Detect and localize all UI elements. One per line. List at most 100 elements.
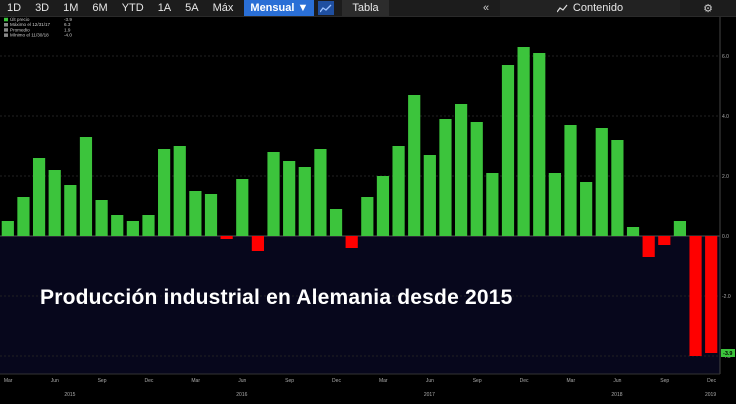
bar bbox=[95, 200, 108, 236]
x-tick-label: Mar bbox=[379, 378, 388, 384]
bar bbox=[517, 47, 530, 236]
bar bbox=[220, 236, 233, 239]
legend-value: -3.9 bbox=[64, 17, 72, 22]
bar bbox=[17, 197, 30, 236]
bar bbox=[548, 173, 561, 236]
bar bbox=[533, 53, 546, 236]
legend-swatch bbox=[4, 33, 8, 37]
legend-label: Últ precio bbox=[10, 17, 30, 22]
bar bbox=[173, 146, 186, 236]
last-value-label: -3.9 bbox=[723, 351, 732, 357]
y-tick-label: 0.0 bbox=[722, 234, 729, 240]
toolbar: 1D 3D 1M 6M YTD 1A 5A Máx Mensual ▼ Tabl… bbox=[0, 0, 736, 17]
x-year-label: 2018 bbox=[611, 392, 622, 398]
bar bbox=[361, 197, 374, 236]
legend-value: -4.0 bbox=[64, 33, 72, 38]
bar bbox=[298, 167, 311, 236]
x-tick-label: Dec bbox=[332, 378, 341, 384]
bar bbox=[689, 236, 702, 356]
x-tick-label: Dec bbox=[520, 378, 529, 384]
y-tick-label: 4.0 bbox=[722, 114, 729, 120]
bar bbox=[1, 221, 14, 236]
x-tick-label: Jun bbox=[238, 378, 246, 384]
legend: Últ precio -3.9 Máximo el 12/31/17 6.3 Prome… bbox=[4, 17, 72, 38]
bar bbox=[64, 185, 77, 236]
legend-value: 1.9 bbox=[64, 27, 71, 32]
table-button[interactable]: Tabla bbox=[342, 0, 389, 16]
bar bbox=[423, 155, 436, 236]
range-1m-button[interactable]: 1M bbox=[63, 2, 79, 14]
content-button[interactable]: Contenido bbox=[500, 0, 680, 16]
x-tick-label: Sep bbox=[285, 378, 294, 384]
x-tick-label: Dec bbox=[707, 378, 716, 384]
x-tick-label: Mar bbox=[567, 378, 576, 384]
bar bbox=[204, 194, 218, 236]
bar bbox=[283, 161, 296, 236]
bar bbox=[376, 176, 390, 236]
gear-icon[interactable]: ⚙ bbox=[703, 2, 713, 15]
bar bbox=[408, 95, 421, 236]
x-year-label: 2017 bbox=[424, 392, 435, 398]
bar bbox=[642, 236, 655, 257]
bar bbox=[455, 104, 468, 236]
range-max-button[interactable]: Máx bbox=[212, 2, 234, 14]
bar bbox=[126, 221, 139, 236]
y-tick-label: 6.0 bbox=[722, 54, 729, 60]
bars bbox=[1, 47, 718, 356]
y-tick-label: -2.0 bbox=[722, 294, 731, 300]
bar bbox=[189, 191, 202, 236]
bar bbox=[595, 128, 608, 236]
range-3d-button[interactable]: 3D bbox=[35, 2, 50, 14]
bar bbox=[345, 236, 358, 248]
period-dropdown[interactable]: Mensual ▼ bbox=[244, 0, 315, 16]
range-6m-button[interactable]: 6M bbox=[92, 2, 108, 14]
bar bbox=[501, 65, 515, 236]
x-year-label: 2019 bbox=[705, 392, 716, 398]
range-5a-button[interactable]: 5A bbox=[185, 2, 199, 14]
x-tick-label: Sep bbox=[473, 378, 482, 384]
bar bbox=[111, 215, 124, 236]
legend-value: 6.3 bbox=[64, 22, 71, 27]
legend-swatch bbox=[4, 28, 8, 32]
bar bbox=[142, 215, 155, 236]
bar bbox=[236, 179, 249, 236]
x-year-label: 2016 bbox=[236, 392, 247, 398]
bar bbox=[673, 221, 687, 236]
chart-area: 6.0 4.0 2.0 0.0 -2.0 -4.0 -3.9 Mar Jun Sep Dec Mar… bbox=[0, 17, 736, 404]
x-tick-label: Sep bbox=[98, 378, 107, 384]
bar bbox=[48, 170, 61, 236]
bar bbox=[329, 209, 343, 236]
y-tick-label: 2.0 bbox=[722, 174, 729, 180]
last-value-tag bbox=[721, 349, 735, 357]
bar bbox=[705, 236, 718, 353]
x-year-label: 2015 bbox=[64, 392, 75, 398]
bar bbox=[32, 158, 46, 236]
bar bbox=[486, 173, 499, 236]
y-axis: 6.04.02.00.0-2.0-4.0-3.9 bbox=[721, 54, 735, 360]
bar bbox=[158, 149, 171, 236]
range-1a-button[interactable]: 1A bbox=[157, 2, 172, 14]
bar bbox=[611, 140, 624, 236]
x-tick-label: Sep bbox=[660, 378, 669, 384]
x-tick-label: Jun bbox=[613, 378, 621, 384]
bar bbox=[267, 152, 280, 236]
line-chart-icon[interactable] bbox=[318, 1, 335, 15]
x-tick-label: Mar bbox=[4, 378, 13, 384]
bar bbox=[658, 236, 671, 245]
legend-label: Máximo el 12/31/17 bbox=[10, 22, 51, 27]
bar bbox=[392, 146, 405, 236]
legend-swatch bbox=[4, 23, 8, 27]
content-label: Contenido bbox=[572, 2, 624, 14]
negative-region-shade bbox=[0, 236, 720, 374]
range-ytd-button[interactable]: YTD bbox=[121, 2, 144, 14]
chart-overlay-title: Producción industrial en Alemania desde … bbox=[40, 286, 513, 309]
bar bbox=[439, 119, 452, 236]
x-tick-label: Jun bbox=[426, 378, 434, 384]
bar bbox=[314, 149, 327, 236]
range-1d-button[interactable]: 1D bbox=[7, 2, 22, 14]
bar bbox=[251, 236, 264, 251]
bar bbox=[470, 122, 483, 236]
bar bbox=[626, 227, 640, 236]
legend-label: Promedio bbox=[10, 27, 30, 32]
double-chevron-left-icon[interactable]: « bbox=[482, 2, 490, 14]
